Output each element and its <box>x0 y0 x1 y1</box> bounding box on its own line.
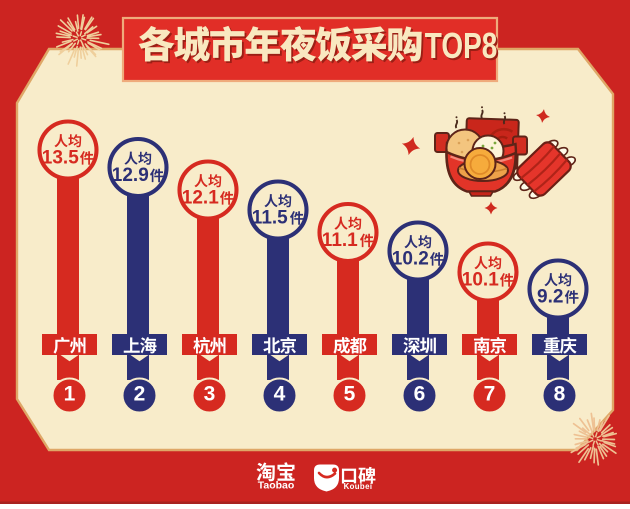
svg-text:4: 4 <box>274 383 286 406</box>
svg-text:9.2: 9.2 <box>537 286 563 307</box>
svg-text:6: 6 <box>414 383 426 406</box>
svg-text:Taobao: Taobao <box>258 480 295 492</box>
svg-text:12.9: 12.9 <box>112 165 149 186</box>
svg-text:11.5: 11.5 <box>252 207 288 228</box>
svg-text:3: 3 <box>204 383 216 406</box>
svg-text:12.1: 12.1 <box>182 187 219 208</box>
svg-text:13.5: 13.5 <box>42 147 79 168</box>
svg-text:10.1: 10.1 <box>462 269 499 290</box>
svg-text:2: 2 <box>134 383 146 406</box>
svg-text:10.2: 10.2 <box>392 248 429 269</box>
svg-text:5: 5 <box>344 383 356 406</box>
svg-text:Koubei: Koubei <box>344 482 373 491</box>
svg-text:8: 8 <box>554 383 566 406</box>
svg-text:11.1: 11.1 <box>322 230 358 251</box>
svg-text:7: 7 <box>484 383 496 406</box>
svg-text:TOP8: TOP8 <box>425 25 498 66</box>
svg-text:1: 1 <box>64 383 76 406</box>
